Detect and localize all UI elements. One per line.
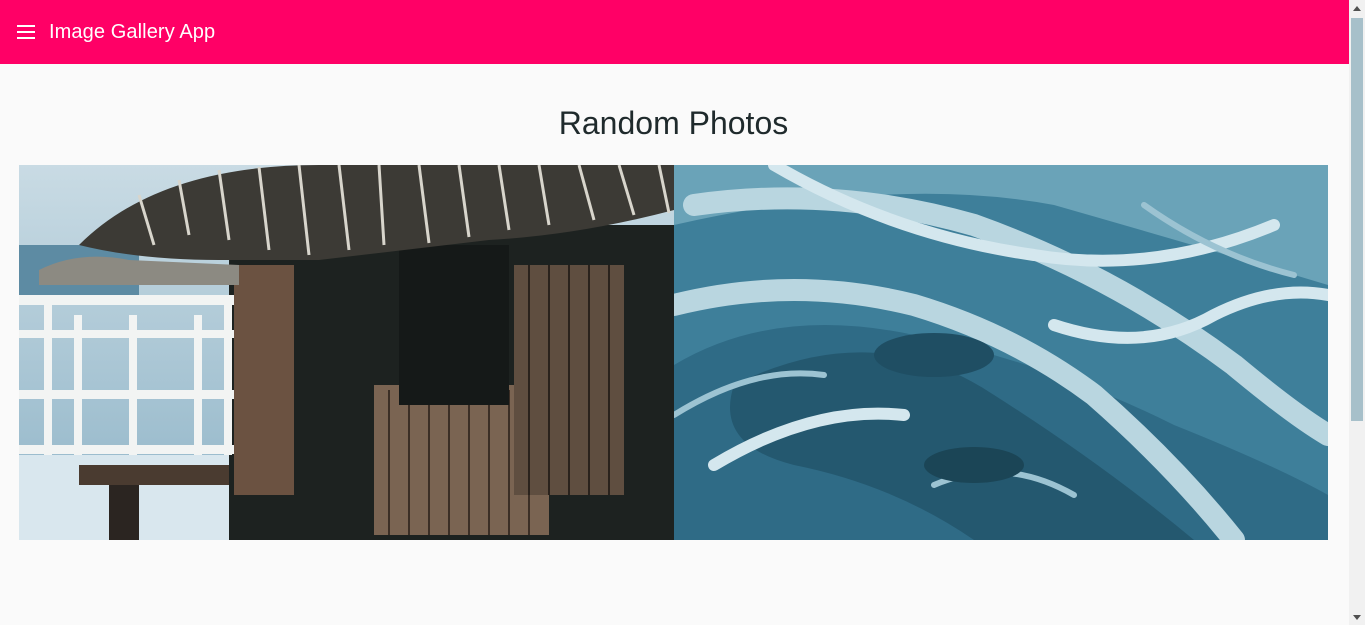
page-title: Random Photos xyxy=(558,105,789,141)
photo-overwater-hut[interactable] xyxy=(19,165,674,540)
scroll-down-arrow-icon[interactable] xyxy=(1349,609,1365,625)
scroll-thumb[interactable] xyxy=(1351,18,1363,421)
scroll-up-arrow-icon[interactable] xyxy=(1349,0,1365,16)
app-bar: Image Gallery App xyxy=(0,0,1349,64)
photo-gallery xyxy=(19,165,1328,540)
main-content: Random Photos xyxy=(0,64,1349,625)
app-title: Image Gallery App xyxy=(49,20,216,43)
overwater-hut-image xyxy=(19,165,674,540)
aerial-river-image xyxy=(674,165,1328,540)
hamburger-menu-icon[interactable] xyxy=(16,20,40,44)
vertical-scrollbar[interactable] xyxy=(1349,0,1365,625)
photo-aerial-river[interactable] xyxy=(674,165,1328,540)
